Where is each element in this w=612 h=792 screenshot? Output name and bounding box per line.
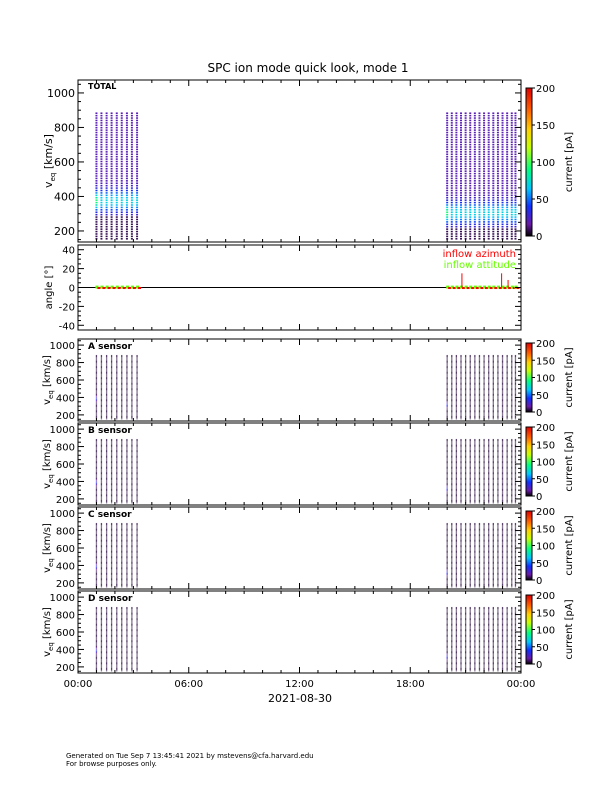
panel-frame <box>77 338 522 422</box>
y-tick-label: 400 <box>54 190 75 203</box>
colorbar-tick-label: 150 <box>536 440 555 451</box>
panel-label: TOTAL <box>88 82 116 91</box>
colorbar-tick-label: 0 <box>536 408 542 419</box>
y-tick-label: 200 <box>56 411 75 422</box>
colorbar <box>525 426 533 497</box>
plot-canvas: SPC ion mode quick look, mode 1 2021-08-… <box>42 61 575 705</box>
y-tick-label: 400 <box>56 393 75 404</box>
colorbar-tick-label: 200 <box>536 84 555 95</box>
colorbar-label: current [pA] <box>564 347 575 407</box>
colorbar-label: current [pA] <box>564 132 575 192</box>
colorbar-tick-label: 100 <box>536 458 555 469</box>
panel-label: A sensor <box>88 342 133 352</box>
colorbar <box>525 87 533 237</box>
panel-frame <box>77 422 522 506</box>
y-tick-label: 1000 <box>50 341 75 352</box>
y-axis-label: veq [km/s] <box>42 439 55 489</box>
y-tick-label: 1000 <box>47 87 75 100</box>
colorbar-tick-label: 50 <box>536 391 549 402</box>
y-tick-label: 600 <box>56 460 75 471</box>
y-axis-label: veq [km/s] <box>42 134 57 188</box>
y-tick-label: 200 <box>56 495 75 506</box>
colorbar-tick-label: 200 <box>536 339 555 350</box>
y-tick-label: 1000 <box>50 425 75 436</box>
colorbar-tick-label: 0 <box>536 492 542 503</box>
y-tick-label: 600 <box>54 156 75 169</box>
chart-title: SPC ion mode quick look, mode 1 <box>208 61 409 75</box>
y-tick-label: 400 <box>56 477 75 488</box>
colorbar-tick-label: 200 <box>536 423 555 434</box>
colorbar-tick-label: 150 <box>536 121 555 132</box>
colorbar-tick-label: 0 <box>536 232 542 243</box>
y-tick-label: 600 <box>56 376 75 387</box>
colorbar-tick-label: 50 <box>536 475 549 486</box>
y-tick-label: 800 <box>56 359 75 370</box>
y-tick-label: 200 <box>54 225 75 238</box>
y-tick-label: 800 <box>54 121 75 134</box>
colorbar-tick-label: 150 <box>536 356 555 367</box>
colorbar-label: current [pA] <box>564 431 575 491</box>
colorbar-tick-label: 100 <box>536 374 555 385</box>
colorbar-tick-label: 100 <box>536 158 555 169</box>
y-axis-label: veq [km/s] <box>42 355 55 405</box>
panel-label: B sensor <box>88 426 132 436</box>
y-tick-label: 800 <box>56 443 75 454</box>
x-axis-label: 2021-08-30 <box>268 692 332 705</box>
panel-frame <box>77 79 522 243</box>
colorbar <box>525 342 533 413</box>
colorbar-tick-label: 50 <box>536 195 549 206</box>
